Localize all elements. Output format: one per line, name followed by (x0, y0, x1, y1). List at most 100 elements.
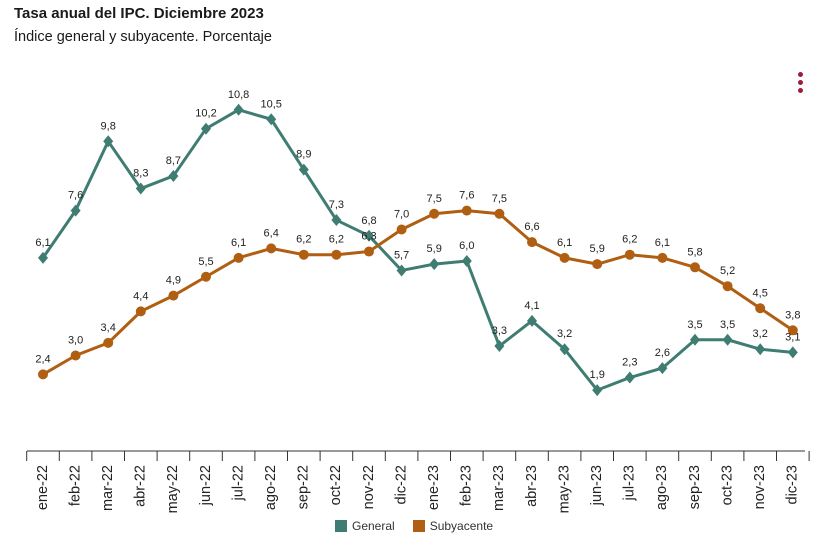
data-label-general: 10,2 (195, 108, 216, 120)
x-tick-label: mar-23 (491, 465, 507, 511)
data-point-subyacente (135, 306, 146, 317)
legend-item-general[interactable]: General (335, 519, 395, 533)
data-point-general (429, 258, 440, 271)
data-label-general: 8,9 (296, 149, 311, 161)
data-point-general (690, 333, 700, 346)
data-point-subyacente (396, 224, 407, 235)
data-point-general (787, 346, 798, 359)
data-label-subyacente: 7,6 (459, 190, 474, 202)
chart-subtitle: Índice general y subyacente. Porcentaje (14, 29, 272, 45)
data-point-general (527, 314, 537, 327)
data-label-general: 4,1 (524, 300, 539, 312)
legend: General Subyacente (335, 519, 493, 533)
x-tick-label: jul-23 (622, 465, 638, 501)
data-label-subyacente: 6,3 (361, 231, 376, 243)
data-point-subyacente (429, 208, 440, 219)
data-point-general (461, 255, 472, 267)
x-tick-label: abr-22 (133, 465, 149, 507)
x-tick-label: ene-22 (35, 465, 51, 510)
data-label-subyacente: 4,9 (166, 275, 181, 287)
data-point-subyacente (233, 252, 244, 263)
x-tick-label: ene-23 (426, 465, 442, 510)
x-tick-label: ago-23 (654, 465, 670, 510)
x-tick-label: jul-22 (230, 465, 246, 501)
data-point-general (201, 122, 211, 135)
data-label-general: 2,6 (655, 347, 670, 359)
data-point-subyacente (298, 249, 309, 260)
series-line-subyacente (42, 209, 794, 376)
data-point-subyacente (201, 271, 211, 282)
x-tick-label: feb-23 (459, 465, 475, 506)
data-point-subyacente (559, 252, 570, 263)
data-label-general: 3,5 (720, 319, 735, 331)
data-label-general: 10,5 (260, 98, 281, 110)
data-label-subyacente: 6,1 (557, 237, 572, 249)
x-tick-label: jun-23 (589, 465, 605, 506)
data-point-subyacente (331, 249, 342, 260)
x-tick-label: jun-22 (198, 465, 214, 506)
data-label-subyacente: 6,2 (329, 234, 344, 246)
data-label-subyacente: 6,2 (622, 234, 637, 246)
x-tick-label: sep-23 (687, 465, 703, 509)
data-label-general: 5,7 (394, 249, 409, 261)
data-label-general: 3,1 (785, 331, 800, 343)
legend-label-general: General (352, 519, 395, 533)
data-label-subyacente: 5,9 (590, 243, 605, 255)
legend-swatch-subyacente (412, 520, 425, 532)
data-point-subyacente (168, 290, 179, 301)
data-label-subyacente: 6,4 (264, 227, 279, 239)
data-point-subyacente (38, 369, 48, 380)
data-label-subyacente: 7,5 (492, 193, 507, 205)
data-label-subyacente: 3,8 (785, 309, 800, 321)
data-label-general: 3,2 (557, 328, 572, 340)
x-tick-label: sep-22 (296, 465, 312, 509)
data-label-subyacente: 5,5 (198, 256, 213, 268)
data-point-general (722, 333, 733, 346)
data-point-subyacente (657, 252, 668, 263)
x-tick-label: oct-22 (328, 465, 344, 505)
data-point-general (168, 169, 179, 182)
data-point-subyacente (70, 350, 81, 361)
data-label-general: 7,3 (329, 199, 344, 211)
legend-label-subyacente: Subyacente (429, 519, 494, 533)
data-point-subyacente (527, 237, 537, 248)
data-label-general: 6,0 (459, 240, 474, 252)
x-tick-label: dic-23 (785, 465, 801, 505)
data-label-subyacente: 6,6 (524, 221, 539, 233)
data-label-general: 6,1 (35, 237, 50, 249)
data-label-subyacente: 7,5 (427, 193, 442, 205)
data-point-subyacente (722, 281, 733, 292)
x-tick-label: ago-22 (263, 465, 279, 510)
chart-title: Tasa anual del IPC. Diciembre 2023 (14, 5, 264, 22)
data-point-general (624, 371, 635, 384)
data-label-general: 3,5 (687, 319, 702, 331)
data-label-general: 2,3 (622, 357, 637, 369)
series-line-general (41, 108, 793, 392)
data-point-subyacente (364, 246, 374, 257)
data-label-general: 1,9 (590, 369, 605, 381)
data-label-general: 9,8 (101, 120, 116, 132)
data-point-general (135, 182, 146, 195)
data-label-subyacente: 6,2 (296, 234, 311, 246)
data-label-general: 8,3 (133, 168, 148, 180)
data-point-subyacente (624, 249, 635, 260)
x-tick-label: feb-22 (67, 465, 83, 506)
data-point-general (494, 340, 505, 353)
legend-item-subyacente[interactable]: Subyacente (412, 519, 494, 533)
data-point-general (298, 163, 309, 176)
data-label-general: 7,6 (68, 190, 83, 202)
data-point-general (396, 264, 407, 277)
data-point-subyacente (755, 303, 766, 314)
data-label-general: 3,2 (753, 328, 768, 340)
data-label-subyacente: 3,0 (68, 335, 83, 347)
x-tick-label: oct-23 (719, 465, 735, 505)
data-point-general (103, 135, 114, 148)
data-label-general: 6,8 (361, 215, 376, 227)
data-point-general (755, 343, 766, 356)
vertical-ellipsis-icon[interactable] (794, 72, 806, 96)
data-label-general: 5,9 (427, 243, 442, 255)
data-label-subyacente: 5,8 (687, 246, 702, 258)
data-point-general (559, 343, 570, 356)
data-point-general (38, 251, 48, 264)
